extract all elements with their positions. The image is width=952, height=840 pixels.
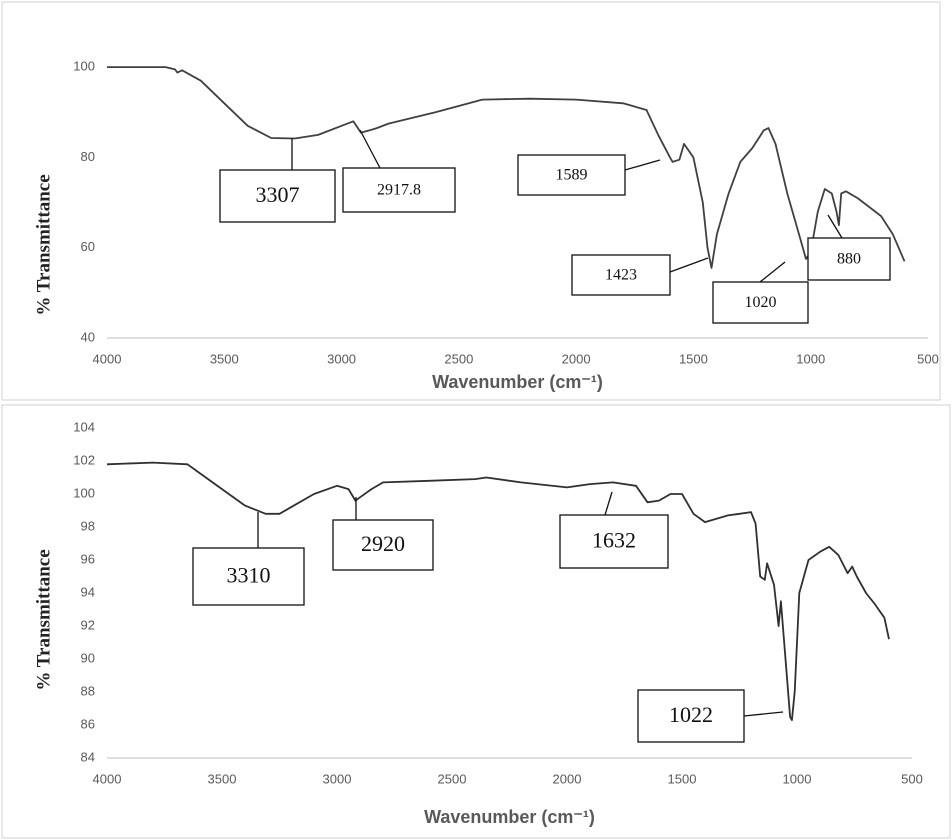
x-tick-label: 2500 — [438, 771, 467, 786]
x-tick-label: 3000 — [323, 771, 352, 786]
y-tick-label: 104 — [73, 419, 95, 434]
annotation-box — [637, 689, 745, 743]
annotation-box — [807, 237, 891, 281]
x-tick-label: 2500 — [444, 351, 473, 366]
x-tick-label: 500 — [901, 771, 923, 786]
panel-border — [1, 404, 951, 839]
x-tick-label: 4000 — [93, 351, 122, 366]
panel-border — [1, 1, 941, 401]
y-axis-label: % Transmittance — [33, 549, 54, 690]
y-tick-label: 94 — [81, 584, 95, 599]
x-tick-label: 1000 — [796, 351, 825, 366]
annotation-label: 2917.8 — [377, 182, 421, 199]
x-tick-label: 2000 — [553, 771, 582, 786]
x-tick-label: 1500 — [679, 351, 708, 366]
x-axis-label: Wavenumber (cm⁻¹) — [432, 372, 603, 392]
annotation-box — [559, 514, 669, 569]
annotation-leader — [359, 129, 381, 169]
annotation-box — [192, 547, 305, 606]
annotation-box — [342, 167, 456, 213]
spectrum-line — [106, 461, 890, 721]
annotation-leader — [669, 257, 709, 273]
x-tick-label: 2000 — [562, 351, 591, 366]
x-tick-label: 4000 — [93, 771, 122, 786]
annotation-box — [332, 519, 434, 571]
x-tick-label: 3500 — [208, 771, 237, 786]
annotation-leader — [604, 491, 613, 516]
x-tick-label: 500 — [917, 351, 939, 366]
y-tick-label: 102 — [73, 452, 95, 467]
y-tick-label: 98 — [81, 518, 95, 533]
y-tick-label: 92 — [81, 617, 95, 632]
y-tick-label: 90 — [81, 650, 95, 665]
y-tick-label: 86 — [81, 716, 95, 731]
spectrum-line — [107, 66, 906, 269]
y-tick-label: 96 — [81, 551, 95, 566]
y-tick-label: 40 — [81, 329, 95, 344]
x-tick-label: 1500 — [668, 771, 697, 786]
x-tick-label: 3500 — [210, 351, 239, 366]
annotation-box — [712, 281, 809, 324]
y-tick-label: 88 — [81, 683, 95, 698]
annotation-box — [219, 169, 336, 223]
annotation-box — [517, 154, 626, 196]
annotation-label: 2920 — [361, 531, 405, 556]
annotation-box — [571, 254, 671, 296]
y-tick-label: 60 — [81, 239, 95, 254]
annotation-label: 1423 — [605, 267, 637, 284]
x-tick-label: 3000 — [327, 351, 356, 366]
x-tick-label: 1000 — [783, 771, 812, 786]
annotation-label: 1589 — [556, 167, 588, 184]
annotation-leader — [624, 159, 661, 171]
y-tick-label: 100 — [73, 485, 95, 500]
annotation-label: 3310 — [227, 563, 271, 588]
annotation-label: 1020 — [745, 294, 777, 311]
y-tick-label: 80 — [81, 149, 95, 164]
annotation-label: 3307 — [256, 182, 300, 207]
y-axis-label: % Transmittance — [33, 174, 54, 315]
annotation-label: 1632 — [592, 528, 636, 553]
annotation-label: 880 — [837, 251, 861, 268]
annotation-leader — [759, 261, 786, 283]
annotation-leader — [743, 711, 784, 717]
y-tick-label: 84 — [81, 749, 95, 764]
y-tick-label: 100 — [73, 59, 95, 74]
annotation-leader — [827, 214, 843, 239]
annotation-label: 1022 — [669, 702, 713, 727]
x-axis-label: Wavenumber (cm⁻¹) — [424, 807, 595, 827]
